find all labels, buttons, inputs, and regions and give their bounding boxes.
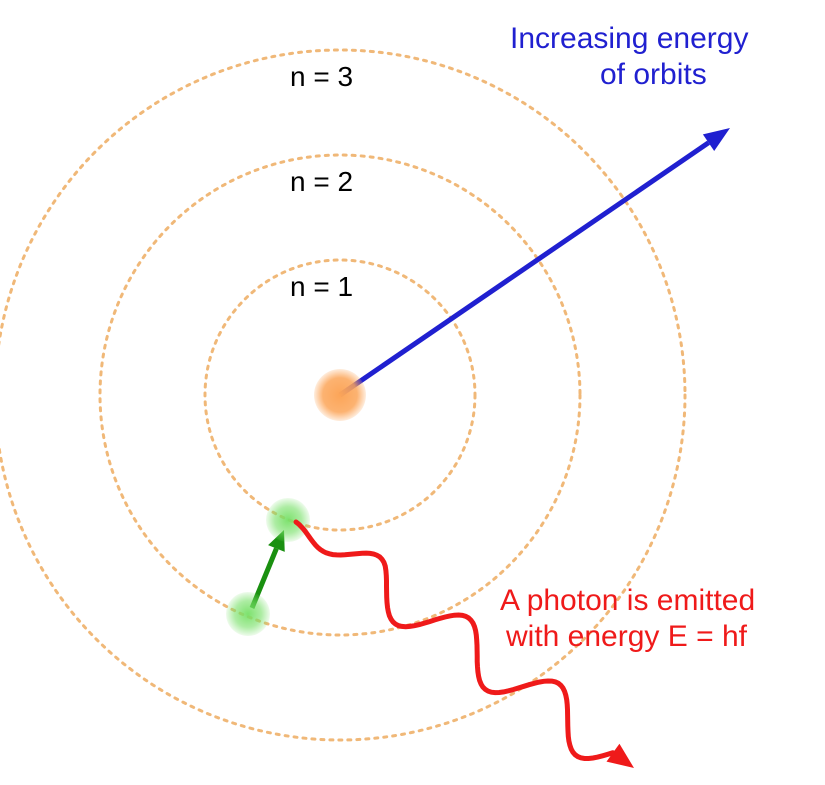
nucleus [314,369,366,421]
photon-label-1: A photon is emitted [500,584,755,617]
energy-arrow-label-2: of orbits [600,58,707,91]
energy-arrow-line [340,143,709,395]
orbit-label-3: n = 3 [290,61,353,92]
electron-1 [266,498,310,542]
orbit-label-1: n = 1 [290,271,353,302]
energy-arrow-head [703,128,730,151]
energy-arrow-label-1: Increasing energy [510,22,748,55]
bohr-model-diagram: n = 1 n = 2 n = 3 Increasing energyof orbit… [0,0,825,785]
electron-2 [226,592,270,636]
orbit-label-2: n = 2 [290,166,353,197]
photon-label-2: with energy E = hf [505,620,748,653]
